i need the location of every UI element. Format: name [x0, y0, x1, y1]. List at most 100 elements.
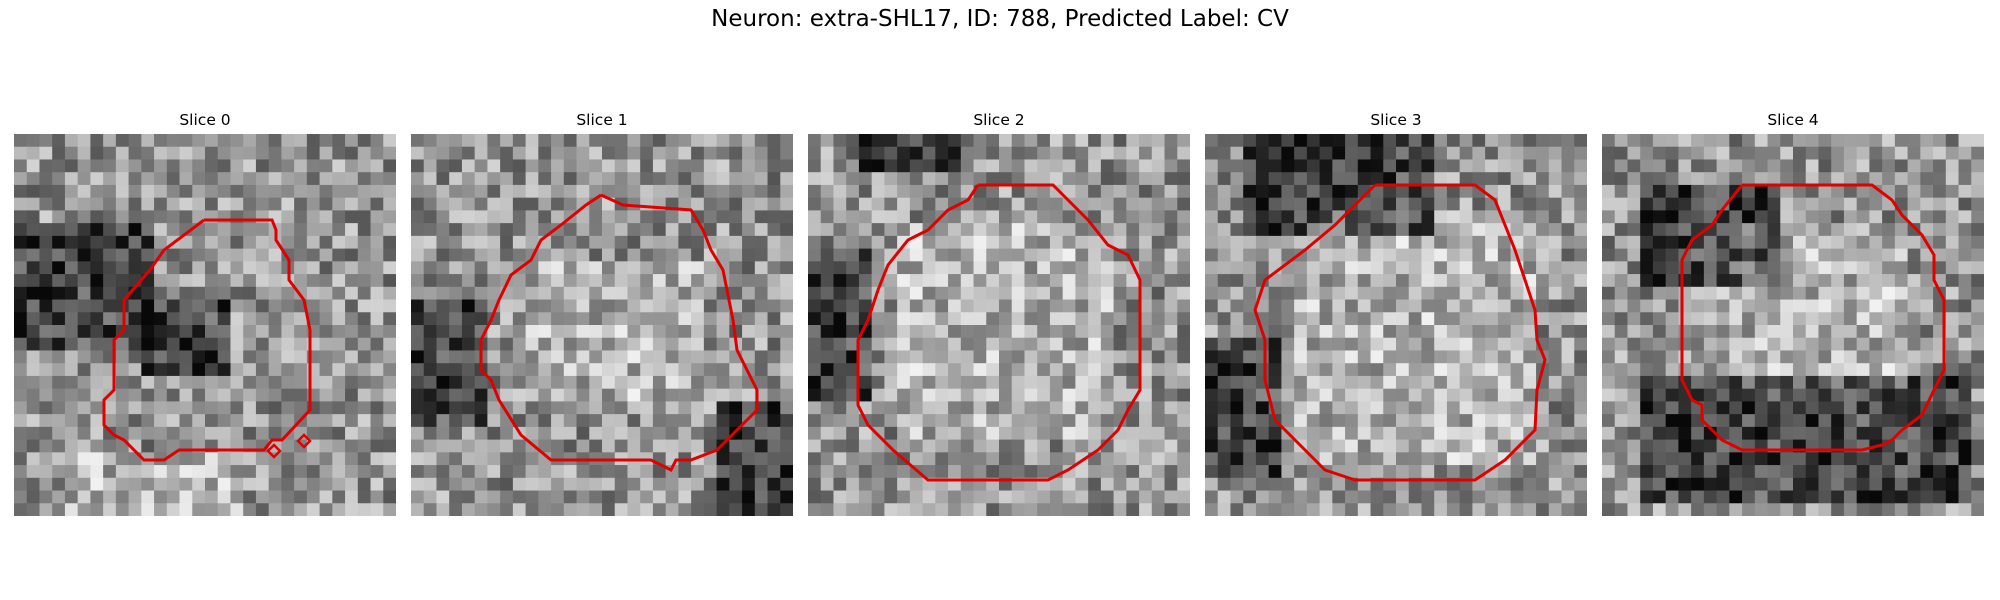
pixel	[319, 426, 333, 441]
pixel	[999, 375, 1013, 390]
pixel	[154, 490, 168, 504]
pixel	[1780, 312, 1794, 326]
pixel	[423, 325, 438, 339]
pixel	[1754, 223, 1769, 237]
pixel	[1306, 350, 1321, 364]
pixel	[1434, 337, 1448, 352]
pixel	[1627, 261, 1641, 275]
pixel	[742, 248, 756, 262]
panel-title: Slice 0	[179, 111, 231, 129]
pixel	[576, 184, 590, 199]
pixel	[1139, 248, 1153, 262]
pixel	[319, 235, 333, 250]
pixel	[512, 401, 527, 415]
pixel	[449, 388, 463, 402]
pixel	[1459, 159, 1473, 173]
pixel	[39, 325, 53, 339]
pixel	[14, 465, 28, 479]
pixel	[960, 490, 975, 504]
pixel	[627, 426, 641, 441]
pixel	[563, 184, 578, 199]
pixel	[1396, 248, 1410, 262]
pixel	[230, 375, 244, 390]
pixel	[1205, 401, 1219, 415]
pixel	[525, 235, 539, 250]
pixel	[538, 274, 552, 288]
pixel	[1243, 248, 1257, 262]
pixel	[370, 426, 384, 441]
pixel	[652, 426, 667, 441]
pixel	[1306, 146, 1321, 161]
pixel	[281, 184, 295, 199]
pixel	[871, 312, 885, 326]
pixel	[1075, 426, 1089, 441]
pixel	[833, 350, 847, 364]
pixel	[1011, 465, 1026, 479]
pixel	[217, 477, 232, 492]
pixel	[474, 465, 488, 479]
pixel	[1345, 312, 1359, 326]
pixel	[833, 286, 847, 301]
pixel	[858, 159, 873, 173]
pixel	[1907, 350, 1921, 364]
pixel	[1243, 325, 1257, 339]
pixel	[1574, 299, 1587, 313]
pixel	[1230, 503, 1244, 516]
pixel	[1230, 184, 1244, 199]
pixel	[1561, 197, 1575, 211]
pixel	[423, 197, 438, 211]
pixel	[1640, 235, 1654, 250]
pixel	[1434, 401, 1448, 415]
pixel	[1345, 159, 1359, 173]
pixel	[1958, 337, 1972, 352]
pixel	[423, 465, 438, 479]
pixel	[1548, 235, 1563, 250]
pixel	[1037, 401, 1051, 415]
pixel	[64, 248, 79, 262]
pixel	[154, 375, 168, 390]
pixel	[884, 286, 898, 301]
pixel	[1370, 235, 1384, 250]
pixel	[833, 426, 847, 441]
pixel	[1703, 439, 1718, 453]
pixel	[1383, 184, 1397, 199]
pixel	[1523, 465, 1537, 479]
pixel	[691, 325, 705, 339]
pixel	[26, 375, 41, 390]
pixel	[1217, 210, 1232, 224]
pixel	[1205, 184, 1219, 199]
pixel	[1856, 401, 1870, 415]
pixel	[716, 134, 730, 148]
pixel	[461, 363, 476, 377]
pixel	[332, 363, 346, 377]
pixel	[255, 184, 270, 199]
pixel	[166, 337, 181, 352]
pixel	[1151, 248, 1166, 262]
pixel	[26, 261, 41, 275]
pixel	[1049, 235, 1064, 250]
pixel	[1754, 388, 1769, 402]
pixel	[449, 210, 463, 224]
pixel	[1446, 337, 1461, 352]
pixel	[948, 274, 962, 288]
pixel	[1396, 452, 1410, 466]
pixel	[230, 312, 244, 326]
pixel	[1446, 465, 1461, 479]
pixel	[383, 325, 396, 339]
pixel	[1037, 134, 1051, 148]
pixel	[1421, 172, 1435, 186]
pixel	[1627, 197, 1641, 211]
pixel	[1602, 172, 1616, 186]
pixel	[1920, 503, 1934, 516]
pixel	[1230, 414, 1244, 428]
pixel	[627, 325, 641, 339]
pixel	[665, 159, 679, 173]
pixel	[1011, 337, 1026, 352]
pixel	[1243, 477, 1257, 492]
pixel	[1459, 299, 1473, 313]
pixel	[217, 452, 232, 466]
pixel	[1459, 210, 1473, 224]
pixel	[589, 223, 603, 237]
pixel	[1011, 503, 1026, 516]
pixel	[39, 477, 53, 492]
